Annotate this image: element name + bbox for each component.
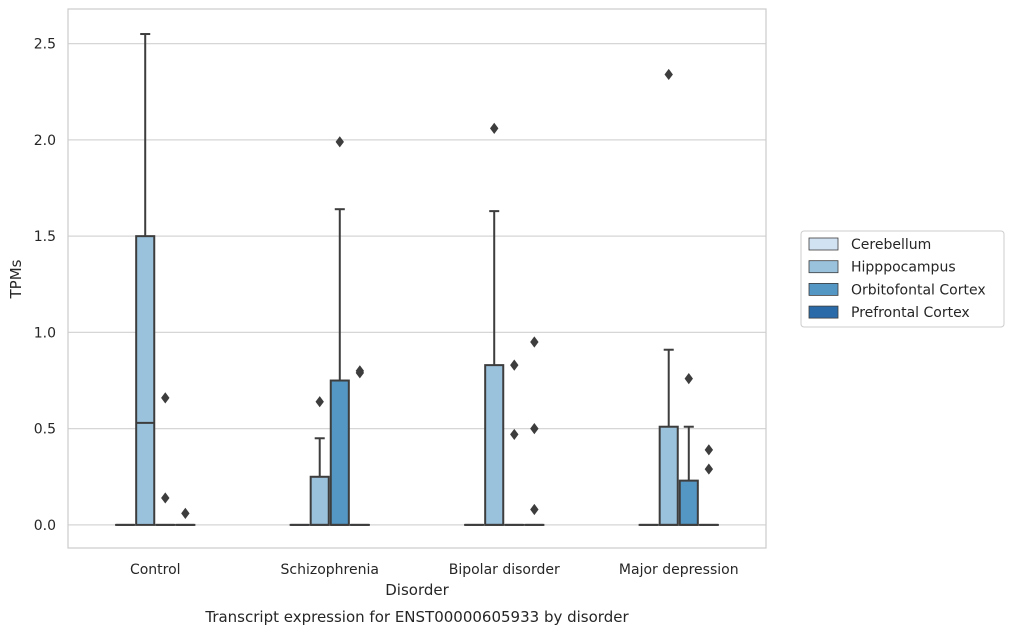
box-orbitofontal-cortex-3 <box>678 373 699 526</box>
box-body <box>309 475 330 526</box>
outlier-point <box>684 373 693 385</box>
outlier-point <box>530 503 539 516</box>
box-prefrontal-cortex-1 <box>349 365 370 526</box>
outlier-point <box>530 336 539 348</box>
x-tick-label: Schizophrenia <box>281 562 379 578</box>
outlier-point <box>161 392 170 404</box>
outlier-point <box>315 396 324 408</box>
box-hipppocampus-0 <box>135 33 156 526</box>
box-body <box>135 235 156 526</box>
outlier-point <box>181 507 190 519</box>
chart-caption: Transcript expression for ENST0000060593… <box>204 608 629 626</box>
box-prefrontal-cortex-0 <box>175 507 196 526</box>
box-hipppocampus-2 <box>484 122 505 526</box>
y-tick-label: 2.5 <box>34 37 56 53</box>
legend-swatch <box>808 282 839 296</box>
box-orbitofontal-cortex-0 <box>155 392 176 526</box>
box-orbitofontal-cortex-2 <box>504 359 525 526</box>
box-body <box>329 379 350 526</box>
x-axis-ticks: Control Schizophrenia Bipolar disorder Majo… <box>130 562 739 578</box>
y-tick-label: 2.0 <box>34 133 56 149</box>
box-body <box>678 479 699 526</box>
x-axis-label: Disorder <box>385 581 449 599</box>
legend-frame <box>800 230 1005 328</box>
legend-label: Prefrontal Cortex <box>851 305 970 321</box>
y-tick-label: 0.0 <box>34 518 56 534</box>
legend-swatch <box>808 260 839 274</box>
outlier-point <box>530 423 539 435</box>
y-axis-label: TPMs <box>7 259 25 299</box>
plot-marks <box>115 33 719 526</box>
outlier-point <box>510 428 519 441</box>
box-hipppocampus-1 <box>309 396 330 526</box>
legend-label: Orbitofontal Cortex <box>851 282 986 298</box>
plot-frame <box>67 8 767 549</box>
legend-swatch <box>808 237 839 251</box>
legend-label: Cerebellum <box>851 237 931 253</box>
outlier-point <box>510 359 519 371</box>
outlier-point <box>704 463 714 475</box>
y-tick-label: 1.0 <box>34 325 56 341</box>
outlier-point <box>664 68 673 81</box>
y-tick-label: 0.5 <box>34 422 56 438</box>
y-axis-ticks: 0.0 0.5 1.0 1.5 2.0 2.5 <box>34 37 56 534</box>
legend: Cerebellum Hipppocampus Orbitofontal Corte… <box>800 230 1005 328</box>
box-prefrontal-cortex-2 <box>524 336 545 526</box>
x-tick-label: Major depression <box>619 562 739 578</box>
y-tick-label: 1.5 <box>34 229 56 245</box>
outlier-point <box>161 492 170 504</box>
outlier-point <box>704 444 714 456</box>
outlier-point <box>490 122 499 134</box>
box-body <box>484 364 505 526</box>
x-tick-label: Bipolar disorder <box>449 562 560 578</box>
outlier-point <box>355 365 365 377</box>
x-tick-label: Control <box>130 562 181 578</box>
legend-label: Hipppocampus <box>851 260 956 276</box>
legend-swatch <box>808 305 839 319</box>
box-body <box>658 425 679 526</box>
box-orbitofontal-cortex-1 <box>329 136 350 526</box>
box-prefrontal-cortex-3 <box>698 444 719 526</box>
box-hipppocampus-3 <box>658 68 679 526</box>
outlier-point <box>335 136 344 148</box>
